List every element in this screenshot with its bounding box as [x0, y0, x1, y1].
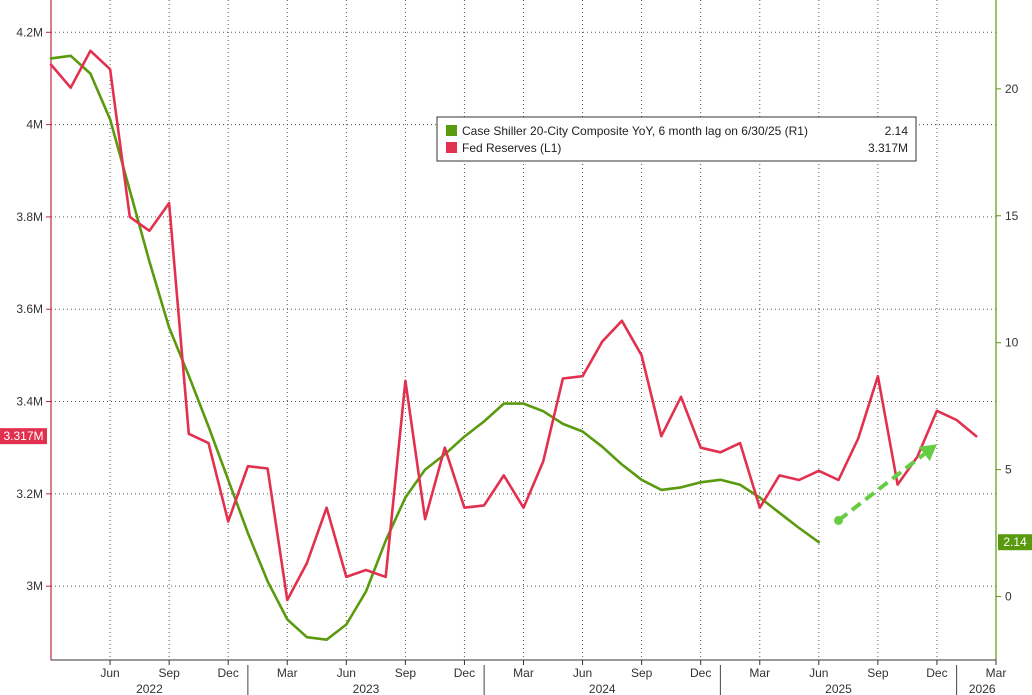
year-label: 2023 — [353, 682, 380, 695]
left-axis-ticks: 3M 3.2M 3.4M 3.6M 3.8M 4M 4.2M — [16, 25, 51, 593]
legend-entry-value: 2.14 — [885, 124, 909, 138]
right-axis-ticks: 0 5 10 15 20 — [996, 82, 1019, 604]
left-tick-label: 4M — [26, 118, 43, 132]
right-last-value-badge — [998, 534, 1032, 551]
x-tick-label: Mar — [749, 666, 770, 680]
x-tick-label: Jun — [337, 666, 356, 680]
legend: Case Shiller 20-City Composite YoY, 6 mo… — [436, 116, 917, 162]
right-last-value-label: 2.14 — [1003, 535, 1027, 549]
year-label: 2026 — [969, 682, 996, 695]
legend-entry-name: Fed Reserves (L1) — [462, 141, 561, 155]
year-label: 2025 — [825, 682, 852, 695]
x-tick-label: Sep — [867, 666, 889, 680]
x-tick-label: Mar — [513, 666, 534, 680]
last-value-badges: 2.14 3.317M — [0, 428, 1032, 551]
series-line-fed-reserves-l1 — [49, 49, 978, 602]
x-tick-label: Sep — [158, 666, 180, 680]
arrow-head — [918, 444, 937, 462]
x-tick-label: Jun — [100, 666, 119, 680]
left-last-value-badge — [0, 428, 47, 445]
x-tick-label: Sep — [631, 666, 653, 680]
year-label: 2022 — [136, 682, 163, 695]
x-axis-ticks: Jun Sep Dec Mar Jun Sep Dec Mar Jun Sep Dec Mar Jun S… — [100, 660, 1006, 695]
left-tick-label: 4.2M — [16, 25, 43, 39]
year-label: 2024 — [589, 682, 616, 695]
series-lines — [49, 49, 978, 642]
left-tick-label: 3.4M — [16, 395, 43, 409]
left-last-value-label: 3.317M — [3, 429, 43, 443]
right-tick-label: 10 — [1005, 336, 1019, 350]
right-tick-label: 5 — [1005, 463, 1012, 477]
x-tick-label: Dec — [454, 666, 475, 680]
series-line-case-shiller-20-city-composite-yoy-6-mon — [49, 54, 821, 642]
x-tick-label: Jun — [573, 666, 592, 680]
x-tick-label: Jun — [809, 666, 828, 680]
legend-swatch — [446, 142, 457, 153]
x-tick-label: Dec — [218, 666, 239, 680]
x-tick-label: Mar — [986, 666, 1007, 680]
left-tick-label: 3.2M — [16, 487, 43, 501]
x-tick-label: Mar — [277, 666, 298, 680]
x-tick-label: Dec — [926, 666, 947, 680]
right-tick-label: 15 — [1005, 209, 1019, 223]
legend-box — [436, 116, 917, 162]
x-tick-label: Sep — [395, 666, 417, 680]
left-tick-label: 3M — [26, 579, 43, 593]
legend-swatch — [446, 125, 457, 136]
left-tick-label: 3.6M — [16, 302, 43, 316]
x-tick-label: Dec — [690, 666, 711, 680]
legend-entry-name: Case Shiller 20-City Composite YoY, 6 mo… — [462, 124, 808, 138]
left-tick-label: 3.8M — [16, 210, 43, 224]
legend-entry-value: 3.317M — [868, 141, 908, 155]
right-tick-label: 0 — [1005, 590, 1012, 604]
right-tick-label: 20 — [1005, 82, 1019, 96]
annotation-arrow — [834, 444, 937, 525]
arrow-shaft — [837, 452, 926, 522]
